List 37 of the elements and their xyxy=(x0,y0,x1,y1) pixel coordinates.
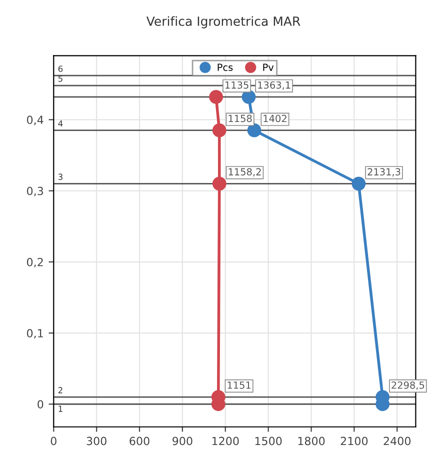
point xyxy=(212,176,226,191)
x-tick-label: 2400 xyxy=(384,436,411,446)
point xyxy=(212,123,226,138)
legend-label: Pcs xyxy=(218,64,233,71)
x-tick-label: 2100 xyxy=(340,436,368,446)
annotation: 5 xyxy=(58,76,62,82)
annotation: 2131,3 xyxy=(368,168,400,176)
annotation: 1135 xyxy=(225,81,248,89)
chart-title: Verifica Igrometrica MAR xyxy=(146,16,300,28)
y-tick-label: 0,1 xyxy=(26,328,43,339)
x-tick-label: 1500 xyxy=(255,436,282,446)
x-tick-label: 1800 xyxy=(298,436,325,446)
annotation: 1402 xyxy=(264,114,286,122)
x-tick-label: 0 xyxy=(50,436,56,446)
annotation: 4 xyxy=(58,120,63,127)
point xyxy=(352,176,366,191)
annotation: 3 xyxy=(58,174,62,180)
y-tick-label: 0,2 xyxy=(26,258,43,268)
annotation: 1158,2 xyxy=(228,168,261,176)
legend-label: Pv xyxy=(263,64,274,71)
point xyxy=(242,90,256,104)
annotation: 1151 xyxy=(228,382,251,389)
x-tick-label: 900 xyxy=(172,436,192,446)
annotation: 1363,1 xyxy=(258,81,290,90)
x-tick-label: 300 xyxy=(86,436,106,446)
annotation: 2298,5 xyxy=(392,381,424,390)
point xyxy=(247,123,262,138)
x-tick-label: 600 xyxy=(130,436,150,446)
y-tick-label: 0,3 xyxy=(26,186,44,196)
annotation: 6 xyxy=(58,66,63,72)
annotation: 1 xyxy=(58,406,62,412)
annotation: 2 xyxy=(58,387,62,394)
point xyxy=(209,90,224,104)
y-tick-label: 0 xyxy=(38,400,44,409)
x-tick-label: 1200 xyxy=(212,436,239,446)
y-tick-label: 0,4 xyxy=(26,116,44,126)
annotation: 1158 xyxy=(228,114,252,122)
